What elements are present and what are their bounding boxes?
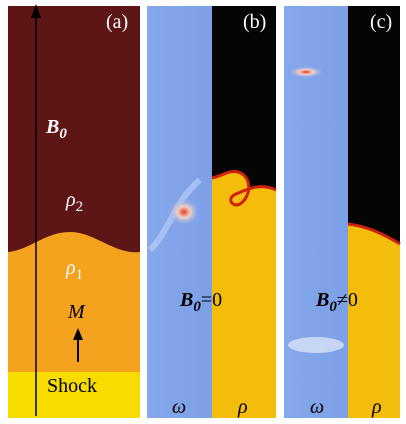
subscript: 1 — [76, 267, 84, 283]
heavy-fluid — [348, 224, 400, 418]
panel-b: (b) B0=0 ω ρ — [147, 6, 276, 418]
vortex — [288, 66, 324, 78]
panel-label: (c) — [370, 11, 392, 33]
subscript: 2 — [76, 199, 84, 215]
relation: =0 — [201, 289, 222, 311]
symbol: B — [45, 116, 59, 138]
shock-label: Shock — [47, 375, 97, 397]
subscript: 0 — [59, 126, 67, 142]
symbol: ρ — [65, 257, 76, 279]
relation: ≠0 — [337, 289, 358, 311]
symbol: B — [315, 289, 329, 311]
vortex — [168, 198, 200, 226]
symbol: ρ — [65, 189, 76, 211]
symbol: B — [179, 289, 193, 311]
mach-label: M — [67, 301, 86, 323]
field-name: ρ — [371, 396, 382, 418]
panel-a: (a) B0 ρ2 ρ1 M Shock — [8, 4, 140, 418]
panel-label: (a) — [106, 11, 128, 33]
field-name: ω — [310, 396, 324, 418]
panel-c: (c) B0≠0 ω ρ — [284, 6, 400, 418]
panel-label: (b) — [243, 11, 266, 33]
vortex-sheet — [288, 337, 344, 353]
figure: (a) B0 ρ2 ρ1 M Shock (b) B0=0 ω ρ (c) B0… — [0, 0, 406, 424]
field-name: ω — [172, 396, 186, 418]
field-name: ρ — [237, 396, 248, 418]
